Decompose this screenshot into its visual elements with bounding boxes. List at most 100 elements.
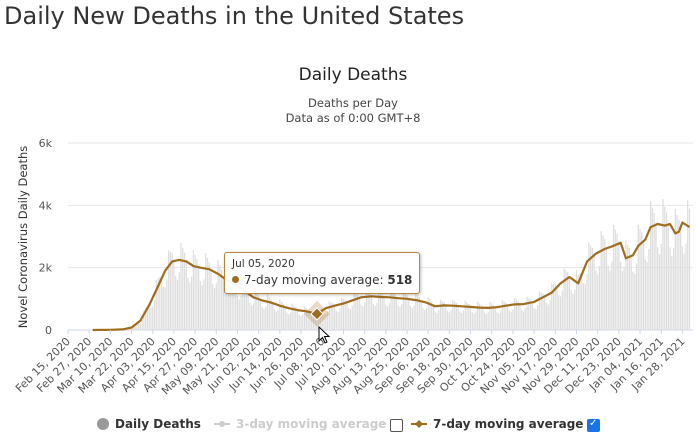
daily-bar bbox=[438, 310, 440, 330]
daily-bar bbox=[238, 299, 240, 330]
daily-bar bbox=[478, 303, 480, 330]
daily-bar bbox=[664, 206, 666, 330]
daily-bar bbox=[667, 222, 669, 330]
daily-bar bbox=[180, 242, 182, 330]
legend-daily-deaths[interactable]: Daily Deaths bbox=[97, 417, 201, 431]
daily-bar bbox=[605, 246, 608, 330]
daily-bar bbox=[672, 248, 675, 330]
daily-bar bbox=[597, 274, 599, 330]
legend-7-day-label: 7-day moving average bbox=[433, 417, 584, 431]
daily-bar bbox=[492, 304, 495, 330]
daily-bar bbox=[312, 317, 315, 330]
daily-bar bbox=[307, 309, 309, 330]
daily-bar bbox=[266, 294, 269, 330]
daily-bar bbox=[658, 253, 661, 330]
daily-bar bbox=[680, 225, 682, 330]
daily-bar bbox=[302, 314, 304, 330]
daily-bar bbox=[547, 304, 549, 330]
daily-bar bbox=[185, 260, 187, 330]
y-axis-label: Novel Coronavirus Daily Deaths bbox=[16, 146, 30, 328]
daily-bar bbox=[192, 250, 194, 330]
daily-bar bbox=[537, 305, 539, 330]
daily-bar bbox=[602, 235, 604, 330]
daily-bar bbox=[254, 289, 256, 330]
legend-3-day-average[interactable]: 3-day moving average bbox=[214, 417, 386, 431]
daily-bar bbox=[199, 281, 202, 330]
daily-bar bbox=[404, 293, 406, 330]
daily-bar bbox=[321, 310, 323, 330]
daily-bar bbox=[565, 270, 567, 330]
daily-bar bbox=[222, 276, 224, 330]
daily-bar bbox=[143, 310, 145, 330]
daily-bar bbox=[353, 292, 355, 330]
daily-bar bbox=[203, 279, 205, 330]
chart-legend: Daily Deaths 3-day moving average 7-day … bbox=[0, 417, 696, 439]
daily-bar bbox=[194, 255, 196, 330]
daily-bar bbox=[641, 232, 643, 330]
y-tick-label: 0 bbox=[45, 324, 52, 337]
daily-bar bbox=[489, 302, 491, 330]
daily-bar bbox=[318, 309, 320, 330]
daily-bar bbox=[217, 259, 219, 330]
daily-bar bbox=[213, 288, 216, 330]
daily-bar bbox=[224, 290, 226, 330]
daily-bar bbox=[466, 302, 468, 330]
daily-bar bbox=[441, 301, 443, 330]
daily-bar bbox=[233, 278, 235, 330]
daily-bar bbox=[630, 254, 632, 330]
daily-bar bbox=[681, 246, 684, 330]
daily-bar bbox=[341, 297, 343, 330]
daily-bar bbox=[432, 305, 435, 330]
daily-bar bbox=[162, 286, 164, 330]
daily-bar bbox=[427, 296, 429, 330]
daily-bar bbox=[399, 307, 401, 330]
daily-bar bbox=[471, 312, 473, 330]
legend-7-day-average[interactable]: 7-day moving average bbox=[411, 417, 583, 431]
daily-bar bbox=[503, 301, 505, 330]
daily-bar bbox=[644, 259, 646, 330]
daily-bar bbox=[215, 283, 217, 330]
daily-bar bbox=[570, 289, 572, 330]
daily-bar bbox=[616, 234, 618, 330]
three-day-checkbox[interactable] bbox=[390, 419, 403, 432]
daily-bar bbox=[326, 311, 329, 330]
daily-bar bbox=[281, 301, 283, 330]
daily-bar bbox=[182, 248, 184, 330]
daily-bar bbox=[136, 323, 138, 330]
daily-bar bbox=[392, 291, 394, 330]
daily-bar bbox=[132, 325, 134, 330]
daily-deaths-bars bbox=[93, 199, 691, 330]
daily-bar bbox=[228, 289, 230, 330]
daily-bar bbox=[552, 283, 555, 330]
daily-bar bbox=[498, 313, 500, 330]
daily-bar bbox=[445, 304, 447, 330]
daily-bar bbox=[311, 316, 313, 330]
daily-bar bbox=[415, 292, 417, 330]
daily-bar bbox=[275, 311, 277, 330]
daily-bar bbox=[325, 314, 327, 330]
daily-bar bbox=[533, 308, 535, 330]
daily-bar bbox=[139, 323, 142, 330]
daily-bar bbox=[406, 295, 408, 330]
daily-bar bbox=[635, 263, 638, 330]
daily-bar bbox=[187, 277, 189, 330]
daily-bar bbox=[600, 231, 602, 330]
seven-day-checkbox[interactable] bbox=[587, 418, 600, 432]
daily-bar bbox=[676, 215, 678, 330]
daily-bar bbox=[333, 305, 336, 330]
daily-bar bbox=[559, 296, 562, 330]
daily-bar bbox=[480, 304, 482, 330]
daily-bar bbox=[282, 303, 285, 330]
daily-bar bbox=[385, 304, 387, 330]
daily-bar bbox=[431, 301, 433, 330]
daily-bar bbox=[176, 279, 179, 330]
daily-bar bbox=[175, 275, 177, 330]
daily-bar bbox=[507, 304, 509, 330]
daily-bar bbox=[475, 311, 477, 330]
daily-bar bbox=[169, 251, 172, 330]
daily-bar bbox=[588, 242, 590, 330]
daily-bar bbox=[524, 308, 526, 330]
daily-bar bbox=[231, 274, 233, 330]
daily-bar bbox=[296, 309, 299, 330]
tooltip-series-label: 7-day moving average bbox=[244, 273, 380, 287]
